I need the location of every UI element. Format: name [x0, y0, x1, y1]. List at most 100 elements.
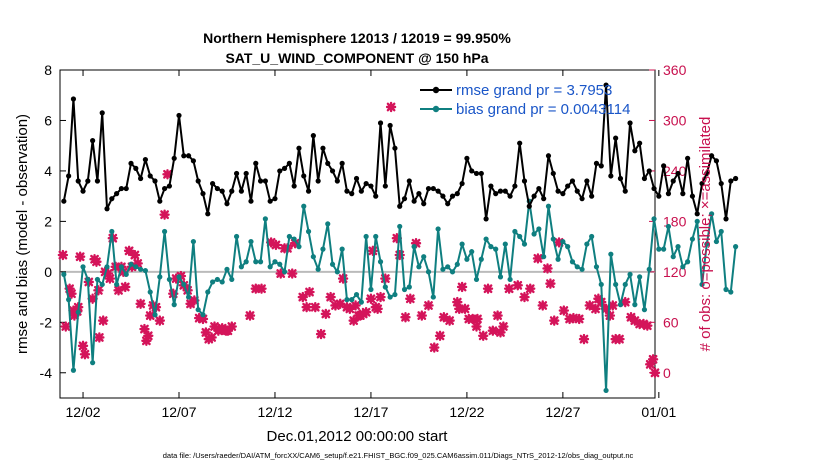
rmse-point: [555, 188, 561, 194]
bias-point: [699, 281, 705, 288]
bias-point: [637, 274, 643, 280]
rmse-point: [70, 96, 77, 102]
x-tick-label: 12/12: [257, 404, 292, 420]
bias-point: [445, 264, 451, 270]
obs-point: [410, 238, 422, 249]
bias-point: [233, 233, 240, 240]
bias-point: [469, 249, 475, 255]
rmse-point: [397, 203, 403, 209]
bias-point: [473, 276, 480, 283]
bias-point: [661, 246, 667, 252]
obs-point: [244, 310, 256, 321]
obs-point: [620, 296, 631, 308]
rmse-point: [497, 188, 504, 194]
obs-point: [385, 101, 397, 113]
rmse-point: [574, 188, 580, 194]
rmse-point: [248, 198, 254, 204]
obs-point: [503, 283, 515, 294]
obs-point: [519, 291, 530, 303]
rmse-point: [349, 191, 355, 197]
bias-point: [627, 271, 633, 277]
bias-point: [138, 266, 144, 272]
obs-point: [498, 321, 509, 332]
legend-rmse-marker: [432, 86, 440, 94]
bias-point: [176, 274, 182, 280]
bias-point: [114, 281, 120, 288]
obs-point: [454, 303, 465, 315]
rmse-point: [286, 160, 292, 166]
obs-point: [118, 266, 129, 278]
obs-point: [532, 253, 544, 264]
rmse-point: [262, 178, 268, 184]
obs-point: [189, 295, 200, 306]
obs-point: [320, 308, 332, 320]
bias-point: [195, 307, 201, 313]
rmse-point: [445, 201, 451, 207]
data-file-footer: data file: /Users/raeder/DAI/ATM_forcXX/…: [163, 451, 634, 460]
obs-point: [145, 310, 156, 321]
bias-point: [617, 302, 624, 308]
rmse-point: [315, 178, 321, 184]
rmse-point: [61, 198, 67, 204]
rmse-point: [411, 198, 417, 204]
bias-point: [291, 236, 297, 242]
obs-point: [226, 321, 237, 332]
rmse-point: [704, 170, 710, 177]
bias-point: [171, 302, 177, 308]
rmse-point: [80, 188, 86, 194]
obs-point: [590, 303, 601, 315]
x-tick-label: 01/01: [641, 404, 676, 420]
obs-point: [380, 273, 391, 284]
rmse-point: [157, 198, 163, 204]
obs-point: [365, 293, 377, 304]
rmse-point: [694, 211, 700, 217]
bias-point: [632, 302, 638, 308]
rmse-point: [675, 170, 681, 177]
bias-point: [190, 238, 196, 245]
obs-point: [372, 303, 383, 315]
bias-point: [310, 254, 316, 260]
rmse-point: [339, 160, 345, 166]
bias-point: [397, 223, 403, 230]
bias-point: [66, 297, 72, 303]
rmse-point: [723, 216, 729, 222]
bias-point: [147, 289, 153, 295]
rmse-series: [61, 82, 739, 222]
rmse-point: [190, 158, 196, 164]
rmse-point: [281, 165, 288, 171]
obs-point: [600, 303, 612, 315]
right-tick-label: 360: [663, 62, 687, 78]
right-tick-label: 300: [663, 112, 687, 128]
rmse-point: [353, 175, 360, 182]
obs-point: [79, 349, 91, 360]
obs-point: [573, 313, 585, 325]
rmse-point: [459, 180, 465, 187]
x-tick-label: 12/22: [449, 404, 484, 420]
obs-point: [614, 333, 625, 345]
rmse-point: [589, 193, 595, 199]
obs-point: [64, 283, 75, 294]
bias-point: [541, 254, 547, 260]
obs-point: [200, 327, 212, 338]
bias-point: [603, 387, 609, 394]
rmse-point: [541, 196, 547, 202]
rmse-point: [517, 140, 523, 146]
rmse-point: [90, 138, 96, 144]
rmse-point: [545, 153, 552, 159]
bias-point: [449, 269, 456, 275]
obs-point: [558, 305, 570, 316]
bias-point: [281, 269, 288, 275]
obs-point: [104, 273, 116, 284]
obs-point: [168, 288, 179, 299]
bias-point: [382, 284, 388, 290]
bias-point: [622, 281, 628, 288]
bias-point: [675, 244, 681, 250]
bias-point: [353, 291, 360, 298]
bias-point: [209, 279, 216, 285]
bias-point: [421, 254, 427, 260]
obs-point: [578, 333, 590, 345]
rmse-point: [665, 191, 672, 197]
bias-point: [459, 241, 465, 247]
rmse-point: [277, 168, 283, 174]
